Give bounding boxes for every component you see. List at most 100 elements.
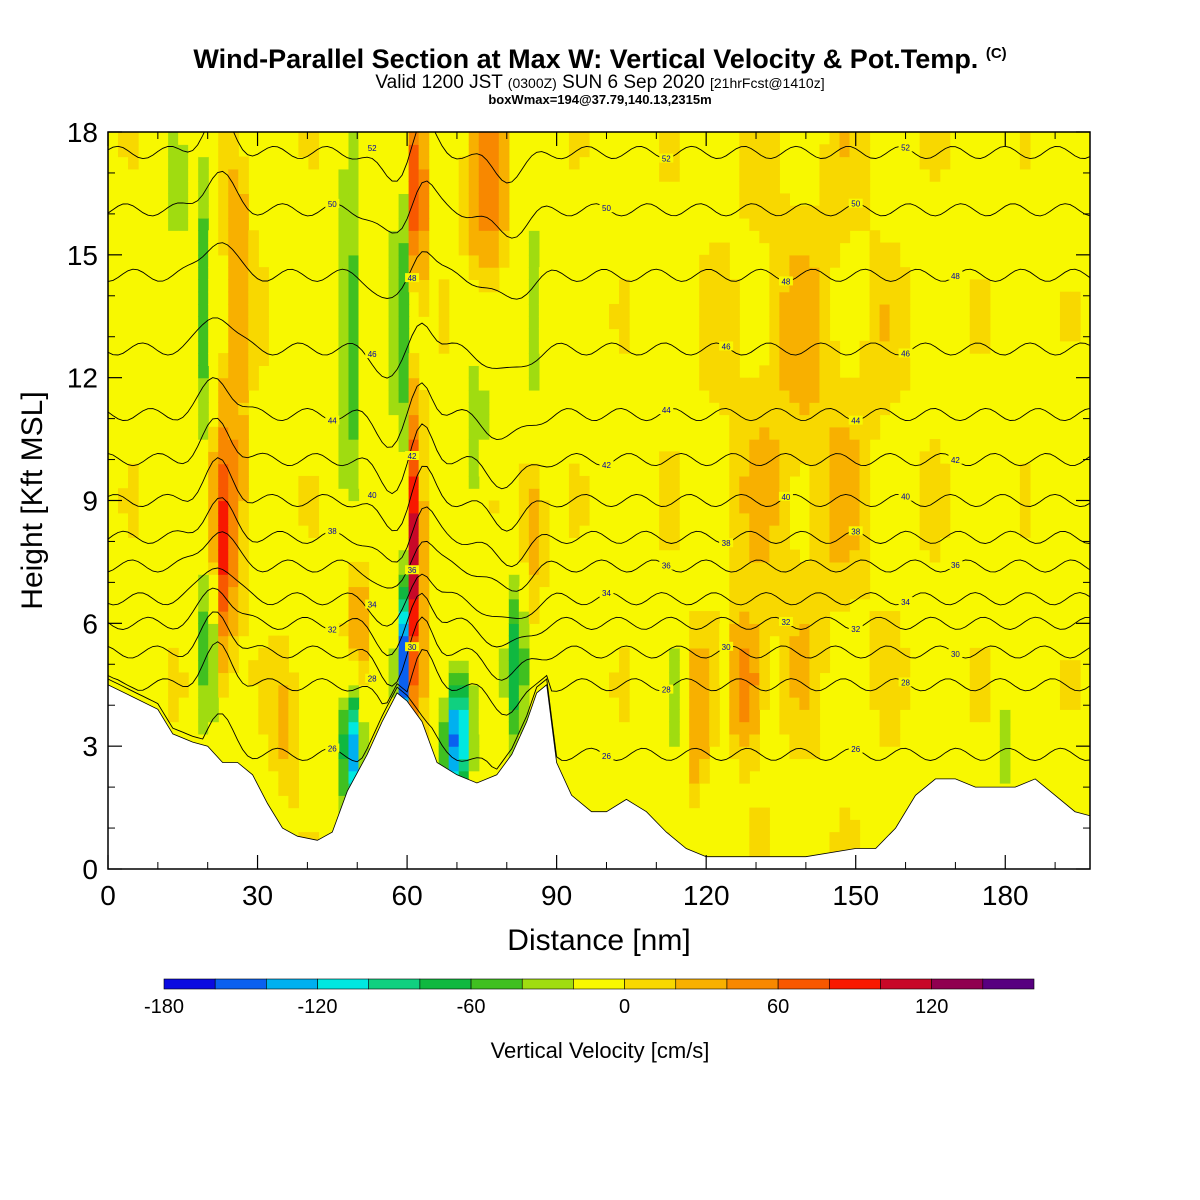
field-cell <box>609 672 620 686</box>
field-cell <box>448 684 460 698</box>
field-cell <box>218 132 229 145</box>
field-cell <box>899 365 911 379</box>
field-cell <box>578 328 590 342</box>
field-cell <box>709 389 720 403</box>
field-cell <box>869 697 881 710</box>
contour-label-bg <box>599 203 614 213</box>
field-cell <box>739 500 750 514</box>
field-cell <box>498 181 510 195</box>
field-cell <box>408 660 420 674</box>
field-cell <box>769 291 780 305</box>
field-cell <box>458 193 470 207</box>
field-cell <box>1069 144 1081 158</box>
field-cell <box>348 389 360 403</box>
field-cell <box>859 168 871 182</box>
field-cell <box>488 193 500 207</box>
field-cell <box>458 205 470 219</box>
field-cell <box>418 537 430 551</box>
field-cell <box>398 353 410 366</box>
field-cell <box>669 475 680 489</box>
x-tick-label: 60 <box>392 880 423 911</box>
field-cell <box>759 463 770 477</box>
field-cell <box>168 463 179 477</box>
field-cell <box>769 267 780 280</box>
field-cell <box>388 426 400 440</box>
field-cell <box>418 561 430 575</box>
field-cell <box>759 512 770 526</box>
field-cell <box>809 709 821 723</box>
field-cell <box>749 598 760 612</box>
field-cell <box>528 340 540 354</box>
field-cell <box>188 316 199 330</box>
field-cell <box>178 132 189 145</box>
field-cell <box>248 340 259 354</box>
field-cell <box>689 758 700 772</box>
field-cell <box>789 684 801 698</box>
field-cell <box>188 291 199 305</box>
field-cell <box>779 598 790 612</box>
field-cell <box>338 758 350 772</box>
contour-label-bg <box>948 454 963 464</box>
field-cell <box>538 525 550 538</box>
field-cell <box>288 697 299 710</box>
field-cell <box>739 635 750 649</box>
field-cell <box>478 697 490 710</box>
field-cell <box>258 660 269 674</box>
field-cell <box>769 168 780 182</box>
field-cell <box>779 217 790 231</box>
field-cell <box>388 402 400 416</box>
colorbar-tick-label: 60 <box>767 996 789 1018</box>
field-cell <box>919 156 931 170</box>
field-cell <box>849 586 861 600</box>
field-cell <box>1019 697 1031 710</box>
field-cell <box>739 709 750 723</box>
field-cell <box>859 426 871 440</box>
field-cell <box>799 303 811 317</box>
field-cell <box>528 291 540 305</box>
field-cell <box>859 439 871 452</box>
field-cell <box>188 205 199 219</box>
field-cell <box>829 598 841 612</box>
colorbar-tick-label: -180 <box>144 996 184 1018</box>
field-cell <box>438 463 450 477</box>
field-cell <box>228 549 239 563</box>
field-cell <box>568 684 580 698</box>
field-cell <box>178 488 189 502</box>
field-cell <box>308 672 320 686</box>
field-cell <box>899 647 911 661</box>
field-cell <box>839 500 851 514</box>
field-cell <box>739 611 750 624</box>
field-cell <box>809 353 821 366</box>
field-cell <box>128 291 139 305</box>
field-cell <box>438 721 450 735</box>
field-cell <box>759 488 770 502</box>
field-cell <box>869 635 881 649</box>
field-cell <box>819 574 831 588</box>
field-cell <box>779 279 790 293</box>
field-cell <box>849 217 861 231</box>
contour-label: 38 <box>722 539 731 548</box>
field-cell <box>418 488 430 502</box>
field-cell <box>168 193 179 207</box>
field-cell <box>358 181 370 195</box>
field-cell <box>448 660 460 674</box>
field-cell <box>779 402 790 416</box>
field-cell <box>1019 291 1031 305</box>
field-cell <box>338 451 350 465</box>
field-cell <box>538 537 550 551</box>
field-cell <box>779 586 790 600</box>
field-cell <box>729 586 740 600</box>
field-cell <box>358 598 370 612</box>
field-cell <box>198 598 209 612</box>
field-cell <box>298 144 310 158</box>
field-cell <box>508 647 520 661</box>
field-cell <box>238 537 249 551</box>
y-tick-label: 6 <box>82 608 98 639</box>
field-cell <box>1069 132 1081 145</box>
field-cell <box>889 242 901 256</box>
field-cell <box>218 488 229 502</box>
field-cell <box>809 623 821 637</box>
field-cell <box>769 217 780 231</box>
field-cell <box>218 611 229 624</box>
